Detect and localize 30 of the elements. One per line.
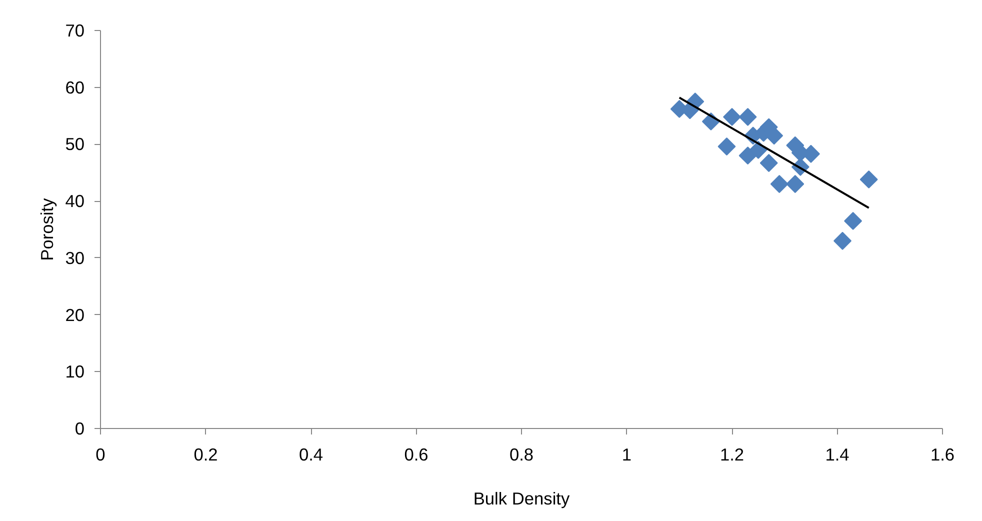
y-tick-label: 50 bbox=[65, 134, 85, 154]
point bbox=[718, 138, 736, 156]
y-tick-label: 60 bbox=[65, 77, 85, 98]
point bbox=[765, 126, 784, 145]
y-axis-title: Porosity bbox=[37, 198, 58, 261]
x-tick-label: 0.8 bbox=[509, 444, 534, 464]
y-tick-label: 70 bbox=[65, 20, 85, 40]
x-tick-label: 0 bbox=[96, 444, 106, 464]
x-tick-label: 0.4 bbox=[298, 444, 324, 464]
y-tick-label: 30 bbox=[65, 248, 85, 268]
point bbox=[738, 146, 757, 165]
x-tick-label: 1.4 bbox=[825, 444, 850, 464]
y-tick-label: 0 bbox=[74, 418, 85, 438]
point bbox=[770, 175, 788, 193]
x-tick-label: 1.6 bbox=[930, 444, 955, 464]
point bbox=[723, 108, 741, 126]
x-tick-label: 1 bbox=[622, 444, 632, 464]
x-tick-label: 1.2 bbox=[720, 444, 744, 464]
x-axis-title: Bulk Density bbox=[473, 488, 570, 508]
x-tick-label: 0.2 bbox=[194, 444, 218, 464]
point bbox=[834, 232, 852, 250]
point bbox=[860, 170, 878, 188]
y-tick-label: 20 bbox=[65, 304, 85, 325]
point bbox=[844, 212, 862, 230]
y-tick-label: 40 bbox=[65, 191, 85, 212]
point bbox=[760, 154, 778, 172]
y-tick-label: 10 bbox=[65, 362, 85, 382]
x-tick-label: 0.6 bbox=[404, 444, 428, 464]
point bbox=[786, 175, 804, 193]
point bbox=[738, 108, 757, 126]
